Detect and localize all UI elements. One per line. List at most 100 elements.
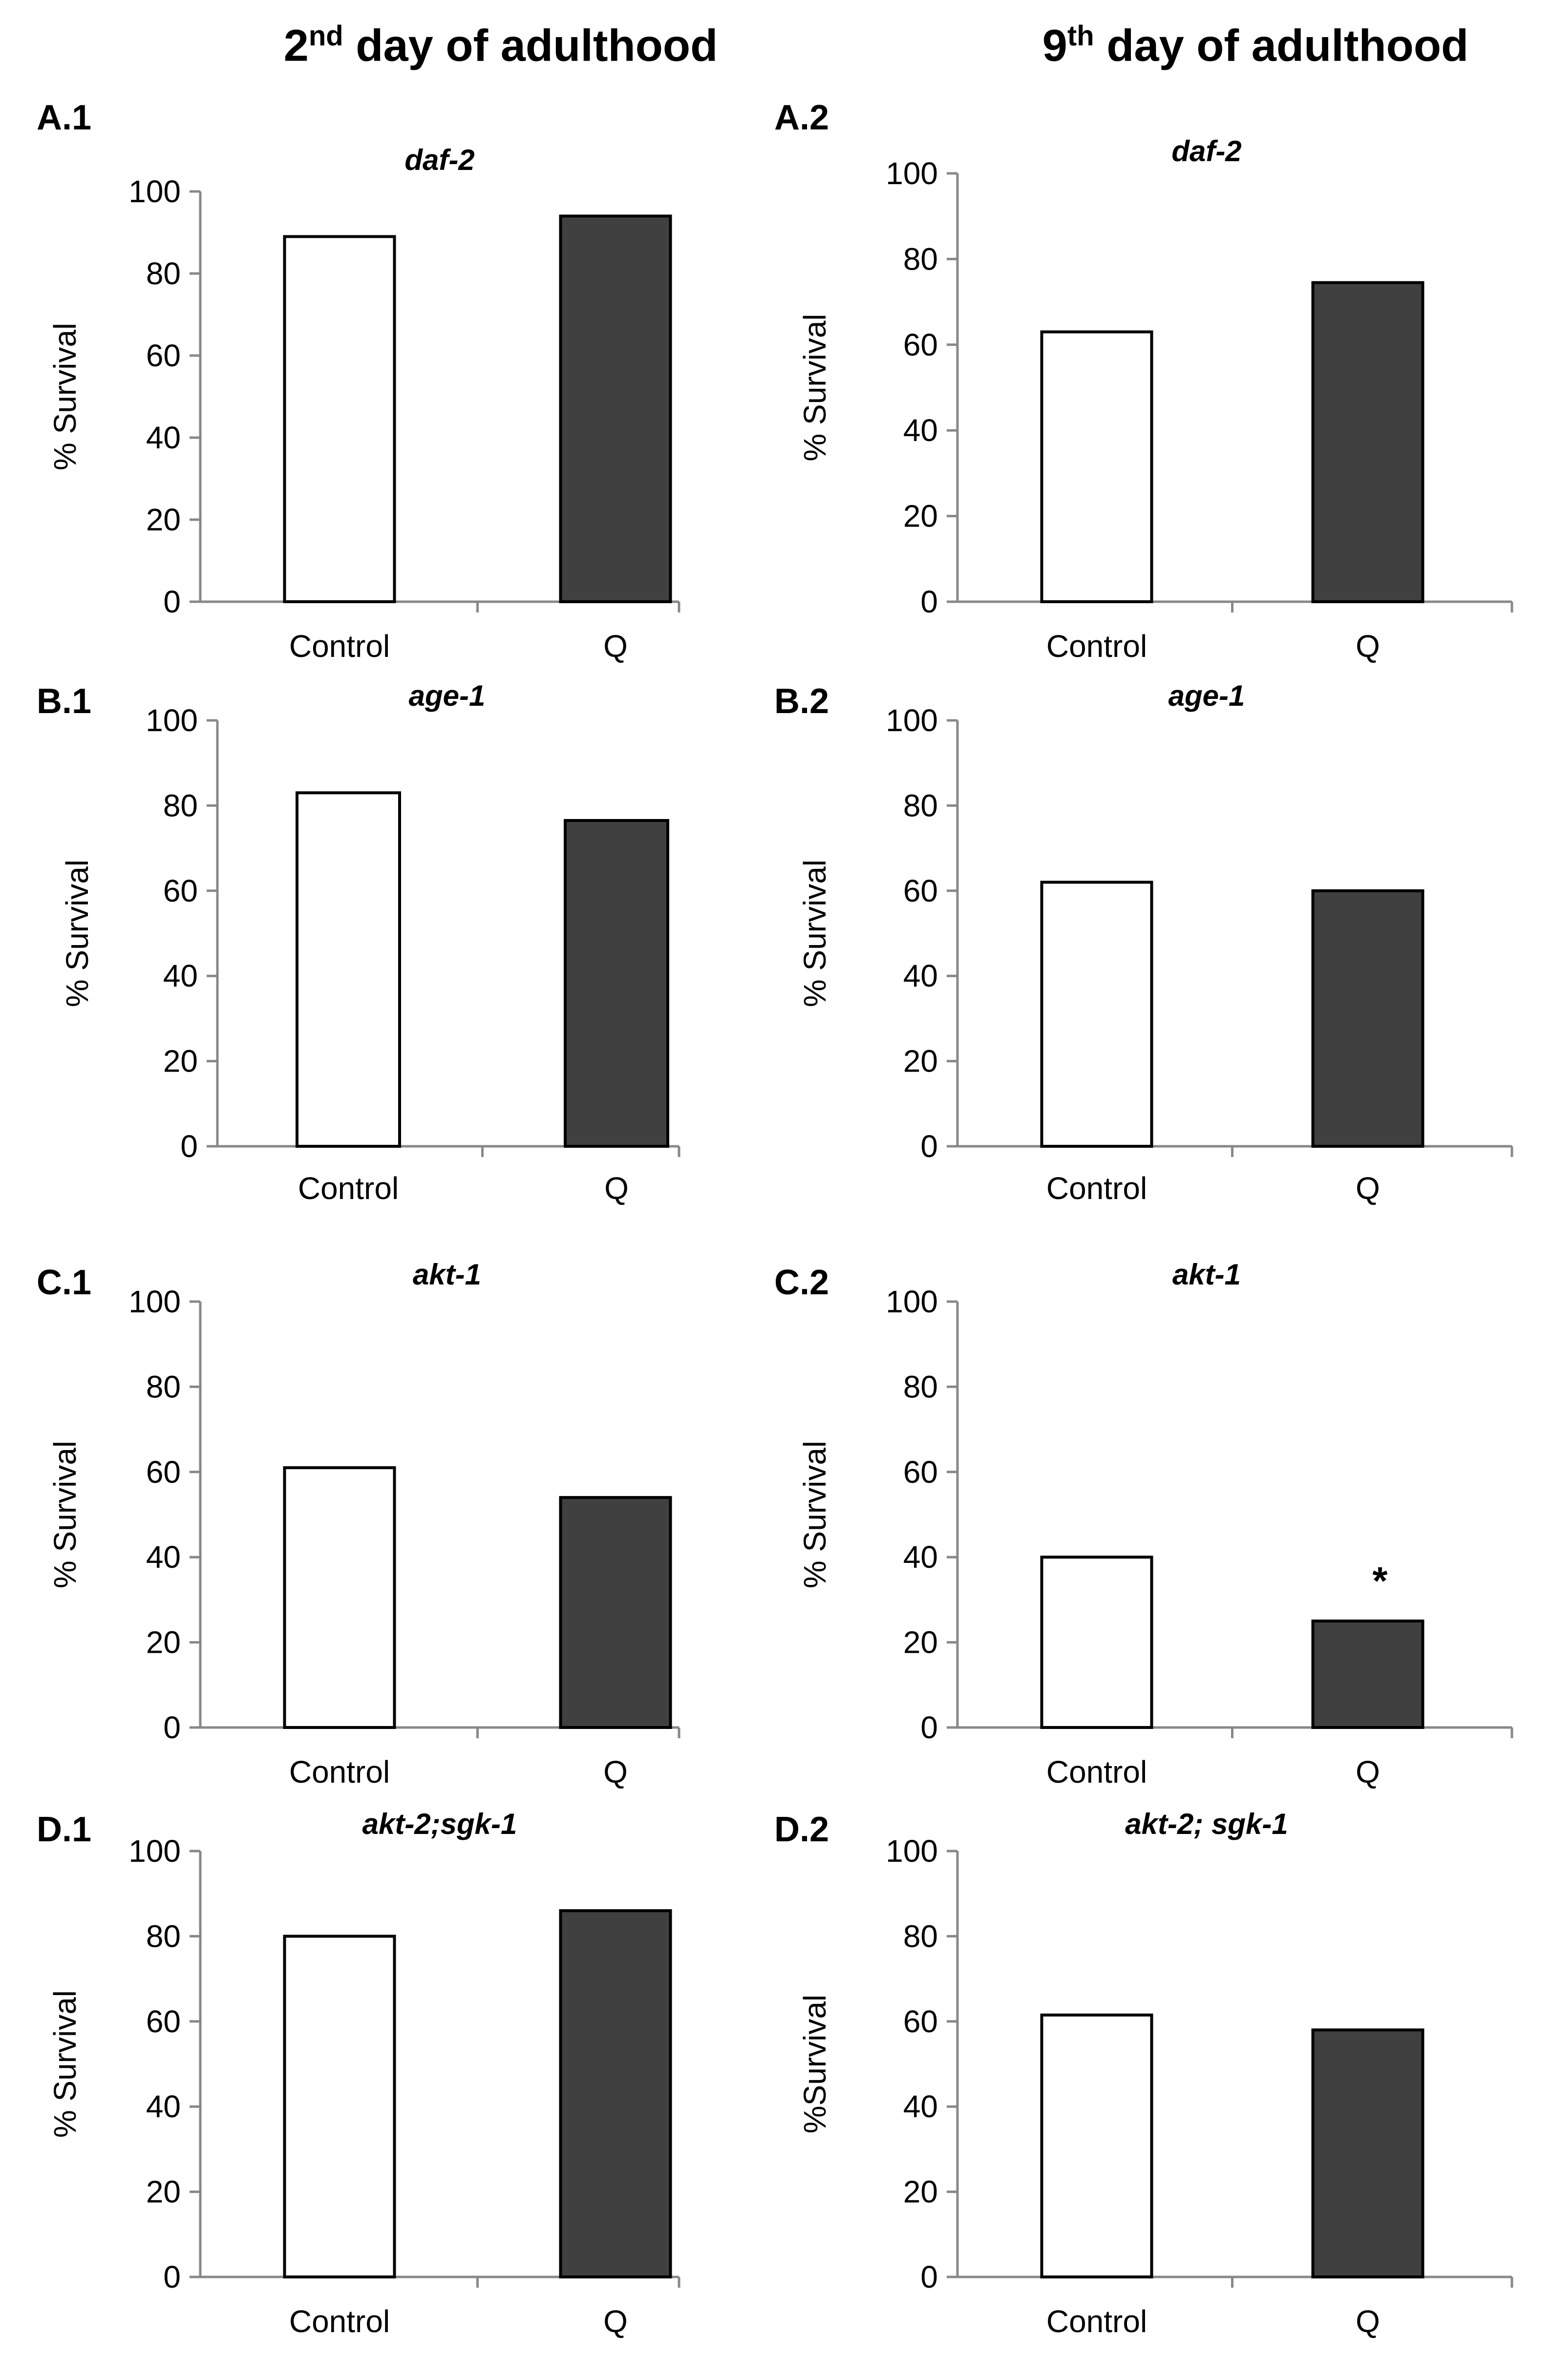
y-tick-label-d-2: 80 — [903, 1918, 938, 1954]
y-tick-label-a-2: 40 — [903, 413, 938, 448]
y-tick-label-c-1: 0 — [163, 1710, 181, 1745]
bar-b-1-control — [296, 791, 401, 1148]
y-tick-label-a-1: 80 — [146, 256, 181, 291]
y-tick-label-b-2: 0 — [920, 1129, 938, 1164]
y-tick-label-b-1: 20 — [163, 1044, 198, 1079]
panel-label-a-1: A.1 — [37, 98, 91, 137]
x-category-label-b-2: Control — [1046, 1171, 1147, 1206]
panel-label-b-1: B.1 — [37, 682, 91, 721]
y-tick-label-d-1: 80 — [146, 1918, 181, 1954]
y-tick-label-d-2: 100 — [886, 1833, 938, 1869]
y-tick-label-b-1: 80 — [163, 788, 198, 823]
bar-d-2-control — [1040, 2013, 1153, 2279]
y-tick-label-d-1: 100 — [128, 1833, 181, 1869]
x-category-label-a-1: Q — [603, 629, 628, 664]
bar-a-1-control — [283, 235, 396, 603]
bar-c-1-q — [559, 1496, 672, 1729]
y-axis-label-b-1: % Survival — [60, 860, 95, 1007]
bar-a-1-q — [559, 214, 672, 603]
y-tick-label-c-1: 80 — [146, 1369, 181, 1404]
y-tick-label-b-2: 20 — [903, 1044, 938, 1079]
y-tick-label-c-1: 20 — [146, 1625, 181, 1660]
column-title-left: 2nd day of adulthood — [183, 20, 818, 72]
bar-d-2-q — [1311, 2028, 1424, 2279]
y-tick-label-a-2: 100 — [886, 156, 938, 191]
bar-c-1-control — [283, 1466, 396, 1729]
y-tick-label-a-1: 60 — [146, 338, 181, 373]
column-title-right-sup: th — [1067, 20, 1094, 52]
y-tick-label-a-1: 0 — [163, 584, 181, 619]
panel-label-d-1: D.1 — [37, 1810, 91, 1849]
y-axis-label-d-1: % Survival — [47, 1990, 83, 2138]
panel-label-b-2: B.2 — [774, 682, 829, 721]
y-tick-label-b-1: 40 — [163, 958, 198, 993]
chart-title-c-1: akt-1 — [413, 1258, 481, 1291]
bar-d-1-control — [283, 1935, 396, 2278]
y-tick-label-a-1: 100 — [128, 174, 181, 209]
panel-label-d-2: D.2 — [774, 1810, 829, 1849]
x-category-label-c-1: Control — [289, 1754, 390, 1790]
panel-label-c-2: C.2 — [774, 1263, 829, 1302]
column-title-right-rest: day of adulthood — [1094, 21, 1469, 71]
x-category-label-d-1: Q — [603, 2304, 628, 2339]
y-tick-label-b-2: 40 — [903, 958, 938, 993]
y-tick-label-a-2: 60 — [903, 327, 938, 362]
x-category-label-a-1: Control — [289, 629, 390, 664]
bar-c-2-control — [1040, 1556, 1153, 1729]
x-category-label-b-1: Control — [298, 1171, 399, 1206]
bar-d-1-q — [559, 1909, 672, 2279]
panel-label-a-2: A.2 — [774, 98, 829, 137]
y-tick-label-d-1: 40 — [146, 2089, 181, 2124]
y-tick-label-c-2: 80 — [903, 1369, 938, 1404]
y-axis-label-a-1: % Survival — [47, 323, 83, 470]
x-category-label-b-2: Q — [1356, 1171, 1380, 1206]
y-tick-label-d-2: 20 — [903, 2174, 938, 2210]
bar-a-2-q — [1311, 281, 1424, 603]
y-tick-label-d-2: 40 — [903, 2089, 938, 2124]
chart-title-b-2: age-1 — [1169, 679, 1245, 712]
y-axis-label-c-2: % Survival — [797, 1441, 832, 1588]
y-tick-label-b-2: 80 — [903, 788, 938, 823]
bar-c-2-q — [1311, 1620, 1424, 1729]
y-tick-label-d-1: 0 — [163, 2259, 181, 2295]
y-tick-label-a-1: 20 — [146, 502, 181, 537]
y-tick-label-b-1: 0 — [180, 1129, 198, 1164]
x-category-label-b-1: Q — [604, 1171, 629, 1206]
y-axis-label-b-2: % Survival — [797, 860, 832, 1007]
chart-title-d-1: akt-2;sgk-1 — [362, 1808, 517, 1840]
y-axis-label-a-2: % Survival — [797, 314, 832, 461]
chart-title-d-2: akt-2; sgk-1 — [1125, 1808, 1288, 1840]
bar-b-1-q — [564, 819, 669, 1148]
chart-title-a-2: daf-2 — [1171, 135, 1241, 168]
column-title-left-rest: day of adulthood — [343, 21, 718, 71]
column-title-left-sup: nd — [308, 20, 343, 52]
y-tick-label-b-2: 100 — [886, 703, 938, 738]
y-tick-label-c-1: 60 — [146, 1454, 181, 1490]
y-tick-label-d-1: 60 — [146, 2004, 181, 2039]
x-category-label-d-2: Q — [1356, 2304, 1380, 2339]
x-category-label-a-2: Q — [1356, 629, 1380, 664]
y-axis-label-c-1: % Survival — [47, 1441, 83, 1588]
x-category-label-d-2: Control — [1046, 2304, 1147, 2339]
y-tick-label-c-2: 100 — [886, 1284, 938, 1319]
y-tick-label-c-2: 60 — [903, 1454, 938, 1490]
y-tick-label-a-2: 20 — [903, 499, 938, 534]
y-tick-label-b-1: 60 — [163, 873, 198, 908]
column-title-right-num: 9 — [1042, 21, 1067, 71]
y-tick-label-c-2: 0 — [920, 1710, 938, 1745]
panel-label-c-1: C.1 — [37, 1263, 91, 1302]
y-tick-label-c-2: 40 — [903, 1539, 938, 1575]
y-tick-label-b-2: 60 — [903, 873, 938, 908]
significance-marker-c-2: * — [1372, 1559, 1388, 1602]
y-tick-label-c-2: 20 — [903, 1625, 938, 1660]
chart-title-b-1: age-1 — [409, 679, 486, 712]
bar-b-2-control — [1040, 881, 1153, 1148]
x-category-label-c-1: Q — [603, 1754, 628, 1790]
x-category-label-d-1: Control — [289, 2304, 390, 2339]
chart-title-c-2: akt-1 — [1172, 1258, 1241, 1291]
y-tick-label-a-2: 80 — [903, 241, 938, 276]
y-tick-label-a-1: 40 — [146, 420, 181, 455]
bar-b-2-q — [1311, 889, 1424, 1148]
y-tick-label-d-2: 60 — [903, 2004, 938, 2039]
